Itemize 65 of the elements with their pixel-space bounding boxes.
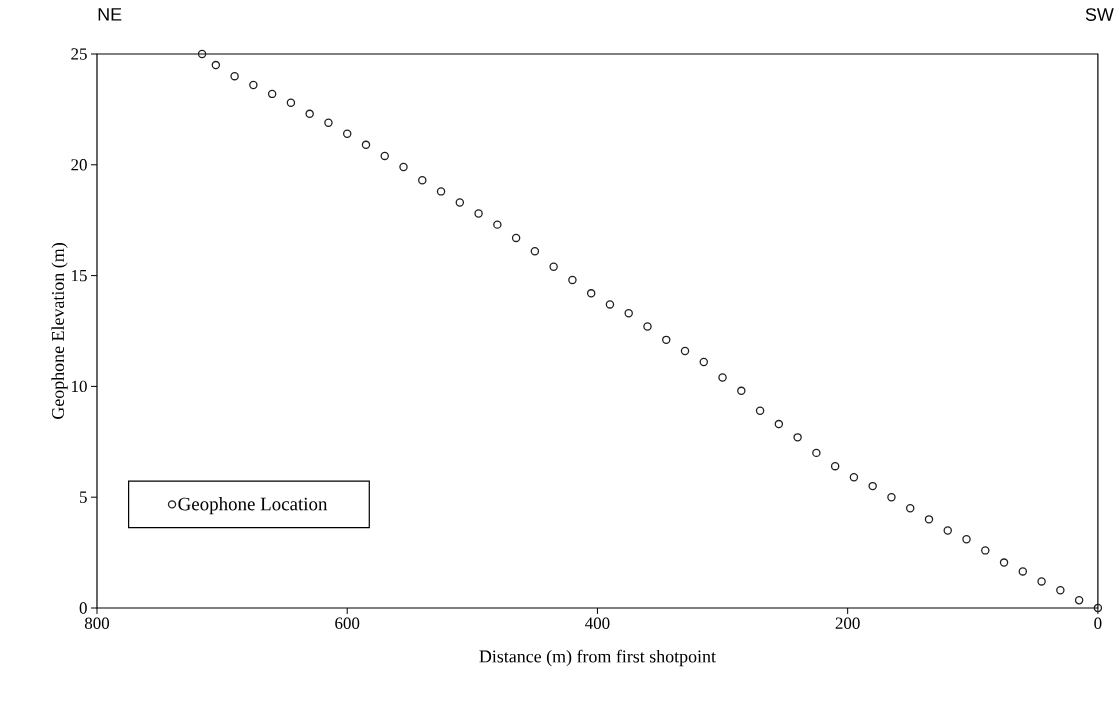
point <box>1056 586 1065 595</box>
y-tick-label: 5 <box>80 491 87 503</box>
point <box>680 346 690 356</box>
point <box>868 481 877 491</box>
y-tick-label: 10 <box>72 380 87 393</box>
point <box>493 220 502 229</box>
point <box>286 98 296 107</box>
point <box>324 118 333 127</box>
point <box>699 357 709 367</box>
point <box>249 80 258 90</box>
text: NE <box>98 8 122 21</box>
point <box>1093 603 1103 613</box>
x-tick-label: 800 <box>84 617 110 629</box>
point <box>981 546 990 555</box>
x-tick-label: 200 <box>835 617 860 629</box>
point <box>999 558 1009 567</box>
x-tick-label: 0 <box>1094 617 1102 629</box>
point <box>774 419 784 429</box>
point <box>549 262 558 271</box>
point <box>586 289 596 298</box>
point <box>380 151 389 161</box>
point <box>418 176 427 185</box>
y-tick-label: 0 <box>79 602 87 614</box>
y-tick-label: 25 <box>71 48 87 60</box>
point <box>943 526 952 535</box>
point <box>962 535 971 544</box>
point <box>511 233 521 243</box>
point <box>230 71 239 81</box>
x-tick-label: 400 <box>585 617 610 629</box>
point <box>1018 567 1028 576</box>
point <box>793 433 802 442</box>
point <box>849 473 859 482</box>
point <box>887 492 896 502</box>
point <box>924 515 934 524</box>
point <box>1037 577 1046 586</box>
point <box>624 309 633 318</box>
legend-label: Geophone Location <box>178 497 328 515</box>
point <box>530 246 540 256</box>
point <box>662 335 671 345</box>
point <box>905 504 915 513</box>
point <box>361 140 371 150</box>
point <box>605 300 615 309</box>
point <box>211 60 221 70</box>
x-axis-title: Distance (m) from first shotpoint <box>479 649 716 667</box>
point <box>737 386 746 396</box>
point <box>1074 596 1084 605</box>
y-tick-label: 15 <box>72 269 87 282</box>
point <box>568 275 577 285</box>
point <box>455 198 465 207</box>
point <box>305 109 314 119</box>
point <box>718 373 727 382</box>
point <box>436 187 446 196</box>
point <box>197 49 207 59</box>
point <box>342 129 352 139</box>
point <box>643 322 652 331</box>
point <box>267 89 277 99</box>
point <box>830 461 840 471</box>
x-tick-label: 600 <box>335 617 360 629</box>
point <box>755 406 765 416</box>
text: SW <box>1085 8 1114 21</box>
point <box>474 209 483 218</box>
point <box>812 448 821 458</box>
y-tick-label: 20 <box>71 159 87 171</box>
y-axis-title: Geophone Elevation (m) <box>51 243 68 419</box>
point <box>399 162 408 172</box>
